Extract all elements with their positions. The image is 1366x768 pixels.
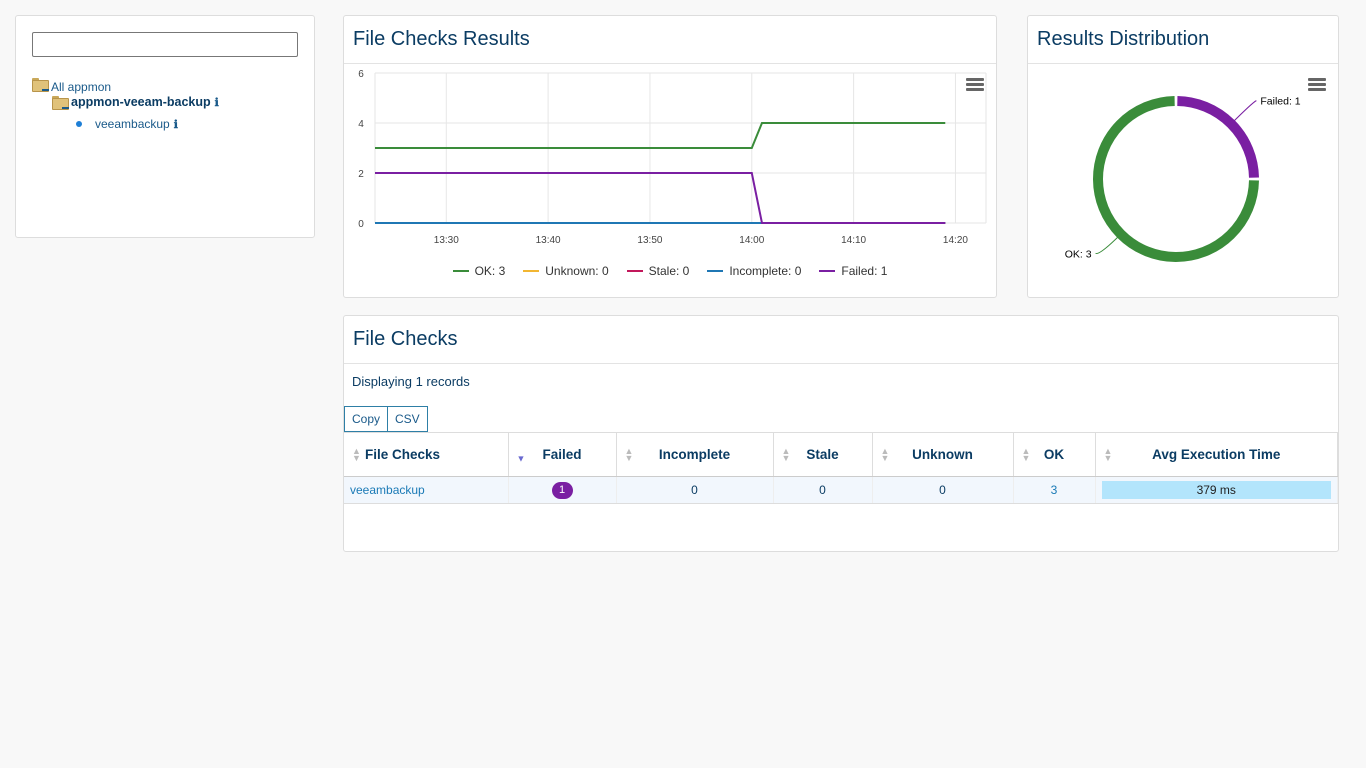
line-chart: 0 2 4 6 13:30 13:40 13:50 14:00 14:10 14:20 (358, 69, 987, 246)
x-tick-label: 14:20 (943, 235, 968, 246)
export-button-group: Copy CSV (344, 406, 428, 432)
results-distribution-panel: Results Distribution Failed: 1 OK: 3 (1027, 15, 1339, 298)
legend-item-unknown[interactable]: Unknown: 0 (523, 264, 609, 278)
unknown-cell: 0 (872, 476, 1014, 504)
legend-item-stale[interactable]: Stale: 0 (626, 264, 690, 278)
legend-swatch (626, 270, 643, 272)
ok-count-link[interactable]: 3 (1050, 483, 1058, 497)
x-tick-label: 13:40 (536, 235, 561, 246)
column-header-incomplete[interactable]: ▲ ▼ Incomplete (616, 432, 774, 477)
info-icon[interactable]: ℹ (214, 95, 219, 109)
failed-cell: 1 (508, 476, 617, 504)
x-tick-label: 14:10 (841, 235, 866, 246)
x-tick-label: 14:00 (739, 235, 764, 246)
table-row: veeambackup 1 0 0 0 3 379 ms (344, 476, 1338, 504)
legend-label: Unknown: 0 (545, 264, 609, 278)
donut-data-label: Failed: 1 (1260, 96, 1300, 108)
file-check-name-link[interactable]: veeambackup (344, 476, 509, 504)
avg-execution-time-cell: 379 ms (1095, 476, 1338, 504)
bullet-dot-icon (76, 121, 82, 127)
y-tick-label: 4 (358, 119, 364, 130)
sort-icon: ▲ ▼ (781, 445, 791, 463)
legend-label: OK: 3 (474, 264, 506, 278)
column-header-ok[interactable]: ▲ ▼ OK (1013, 432, 1096, 477)
legend-item-ok[interactable]: OK: 3 (452, 264, 506, 278)
ok-cell: 3 (1013, 476, 1096, 504)
legend-label: Stale: 0 (648, 264, 690, 278)
donut-chart: Failed: 1 OK: 3 (1065, 96, 1301, 262)
panel-title: Results Distribution (1028, 16, 1338, 64)
avg-execution-time-bar: 379 ms (1101, 481, 1331, 499)
y-tick-label: 0 (358, 219, 364, 230)
donut-connector-line (1230, 100, 1257, 125)
tree-label-veeambackup[interactable]: veeambackup (95, 117, 170, 131)
folder-open-icon (32, 78, 49, 92)
legend-swatch (452, 270, 469, 272)
legend-swatch (819, 270, 836, 272)
legend-item-incomplete[interactable]: Incomplete: 0 (707, 264, 801, 278)
column-header-unknown[interactable]: ▲ ▼ Unknown (872, 432, 1014, 477)
column-header-stale[interactable]: ▲ ▼ Stale (773, 432, 873, 477)
file-checks-table: ▲ ▼ File Checks ▼ Failed ▲ ▼ Incomplete ▲ ▼… (344, 432, 1338, 504)
incomplete-cell: 0 (616, 476, 774, 504)
tree-node-all-appmon[interactable]: All appmon (32, 74, 111, 94)
sort-icon: ▲ ▼ (1021, 445, 1031, 463)
legend-item-failed[interactable]: Failed: 1 (819, 264, 887, 278)
csv-button[interactable]: CSV (388, 406, 428, 432)
file-checks-results-panel: File Checks Results 0 2 4 6 13:30 13:40 13:50 1… (343, 15, 997, 298)
sort-icon: ▲ ▼ (624, 445, 634, 463)
x-tick-label: 13:50 (637, 235, 662, 246)
donut-slice-failed[interactable] (1177, 96, 1259, 178)
sort-icon: ▲ ▼ (880, 445, 890, 463)
sort-icon: ▲ ▼ (1103, 445, 1113, 463)
folder-open-icon (52, 96, 69, 110)
tree-node-appmon-veeam-backup[interactable]: appmon-veeam-backup ℹ (52, 95, 219, 110)
table-header-row: ▲ ▼ File Checks ▼ Failed ▲ ▼ Incomplete ▲ ▼… (344, 432, 1338, 477)
column-header-avg-execution-time[interactable]: ▲ ▼ Avg Execution Time (1095, 432, 1338, 477)
column-header-file-checks[interactable]: ▲ ▼ File Checks (344, 432, 509, 477)
records-count-text: Displaying 1 records (352, 374, 470, 389)
panel-title: File Checks (344, 316, 1338, 364)
stale-cell: 0 (773, 476, 873, 504)
column-header-failed[interactable]: ▼ Failed (508, 432, 617, 477)
legend-label: Incomplete: 0 (729, 264, 802, 278)
chart-legend: OK: 3 Unknown: 0 Stale: 0 Incomplete: 0 Fail… (344, 264, 996, 278)
tree-node-veeambackup[interactable]: veeambackup ℹ (76, 117, 178, 131)
y-tick-label: 6 (358, 69, 364, 80)
tree-label-all-appmon[interactable]: All appmon (51, 80, 112, 94)
file-checks-panel: File Checks Displaying 1 records Copy CS… (343, 315, 1339, 552)
tree-label-appmon-veeam-backup[interactable]: appmon-veeam-backup (71, 95, 211, 109)
chart-menu-icon[interactable] (966, 78, 984, 92)
x-tick-label: 13:30 (434, 235, 459, 246)
legend-label: Failed: 1 (841, 264, 888, 278)
tree-panel: All appmon appmon-veeam-backup ℹ veeamba… (15, 15, 315, 238)
tree-search-input[interactable] (32, 32, 298, 57)
donut-data-label: OK: 3 (1065, 248, 1092, 260)
legend-swatch (707, 270, 724, 272)
copy-button[interactable]: Copy (344, 406, 389, 432)
donut-connector-line (1095, 233, 1122, 255)
sort-icon: ▲ ▼ (352, 445, 361, 463)
series-line-ok[interactable] (375, 122, 946, 149)
y-tick-label: 2 (358, 169, 364, 180)
info-icon[interactable]: ℹ (173, 117, 178, 131)
chart-menu-icon[interactable] (1308, 78, 1326, 92)
panel-title: File Checks Results (344, 16, 996, 64)
failed-count-badge[interactable]: 1 (551, 481, 573, 499)
series-line-failed[interactable] (375, 172, 946, 224)
legend-swatch (523, 270, 540, 272)
sort-desc-icon: ▼ (516, 453, 526, 464)
